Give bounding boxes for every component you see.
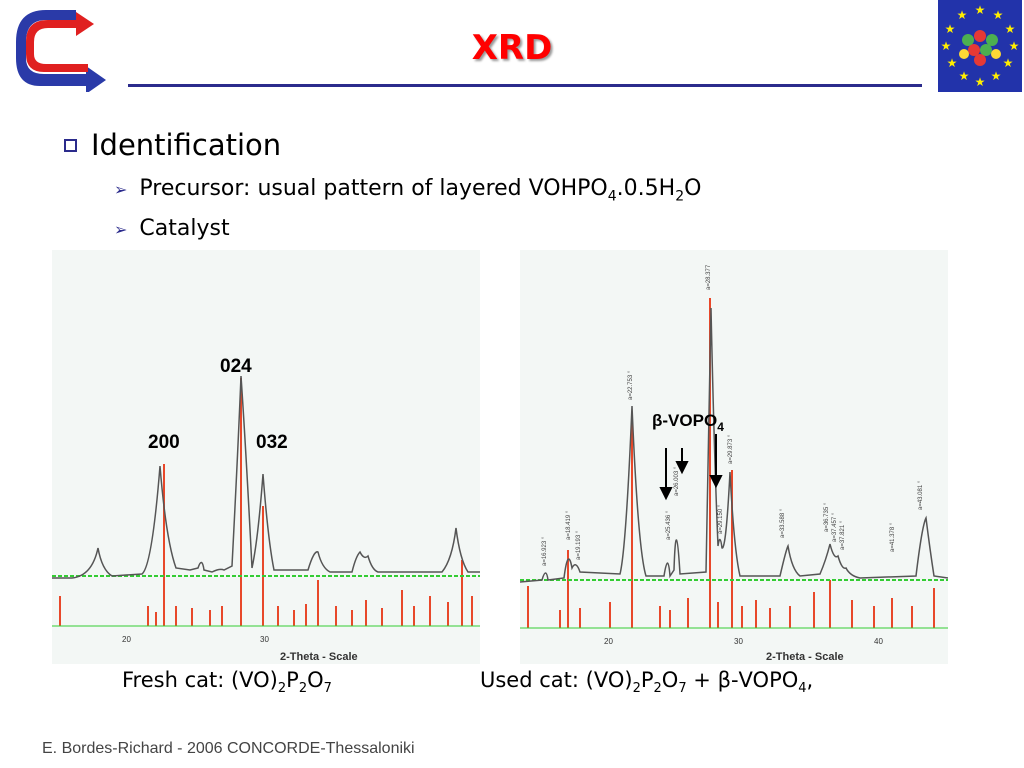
fresh-caption-s3: 7 — [323, 681, 332, 697]
peak-tag: a=29.873 ° — [728, 434, 734, 464]
peak-label-032: 032 — [256, 432, 288, 453]
used-caption: Used cat: (VO)2P2O7 + β-VOPO4, — [480, 668, 813, 696]
fresh-tick-30: 30 — [260, 635, 269, 644]
bullet-precursor: ➢ Precursor: usual pattern of layered VOH… — [114, 176, 701, 204]
used-tick-40: 40 — [874, 637, 883, 646]
bullet-identification-text: Identification — [91, 128, 282, 162]
precursor-sub1: 4 — [607, 188, 617, 205]
peak-tag: a=41.378 ° — [890, 522, 896, 552]
arrow-bullet-icon: ➢ — [114, 220, 128, 239]
svg-text:★: ★ — [959, 69, 970, 83]
used-caption-f: , — [806, 668, 814, 692]
peak-tag: a=29.150 ° — [718, 504, 724, 534]
peak-tag: a=37.457 ° — [832, 512, 838, 542]
used-caption-s1: 2 — [632, 681, 641, 697]
fresh-caption-s1: 2 — [277, 681, 287, 697]
used-caption-d: + — [686, 668, 718, 692]
svg-text:★: ★ — [975, 75, 986, 89]
fresh-xrd-pattern: 20 30 2-Theta - Scale 200 024 032 — [52, 250, 480, 664]
peak-tag: a=37.821 ° — [840, 520, 846, 550]
fresh-tick-20: 20 — [122, 635, 131, 644]
peak-tag: a=19.193 ° — [576, 530, 582, 560]
fresh-axis-title: 2-Theta - Scale — [280, 651, 358, 663]
fresh-caption-b: P — [286, 668, 299, 692]
bullet-catalyst: ➢ Catalyst — [114, 216, 230, 241]
peak-tag: a=26.003 ° — [674, 466, 680, 496]
slide-title: XRD — [471, 28, 553, 68]
peak-tag: a=18.419 ° — [566, 510, 572, 540]
peak-tag: a=36.735 ° — [824, 502, 830, 532]
fresh-caption-a: Fresh cat: (VO) — [122, 668, 278, 692]
vopo4-label: β-VOPO4 — [652, 411, 724, 434]
used-caption-e: -VOPO — [730, 668, 799, 692]
bullet-identification: Identification — [64, 128, 281, 162]
precursor-mid: .0.5H — [616, 176, 676, 201]
footer-credit: E. Bordes-Richard - 2006 CONCORDE-Thessa… — [42, 740, 415, 757]
eu-stars-logo: ★ ★ ★ ★ ★ ★ ★ ★ ★ ★ ★ ★ — [938, 0, 1022, 92]
used-caption-beta: β — [717, 668, 731, 692]
peak-tag: a=22.753 ° — [628, 370, 634, 400]
title-rule — [128, 84, 922, 87]
peak-label-200: 200 — [148, 432, 180, 453]
fresh-caption-s2: 2 — [298, 681, 308, 697]
concorde-arrows-logo — [14, 6, 118, 94]
peak-label-024: 024 — [220, 356, 252, 377]
used-tick-30: 30 — [734, 637, 743, 646]
precursor-end: O — [684, 176, 702, 201]
fresh-caption-c: O — [307, 668, 324, 692]
svg-text:★: ★ — [991, 69, 1002, 83]
catalyst-text: Catalyst — [139, 216, 230, 241]
precursor-text: Precursor: usual pattern of layered VOHP… — [139, 176, 608, 201]
arrow-bullet-icon: ➢ — [114, 180, 128, 199]
fresh-xrd-svg: 20 30 2-Theta - Scale 200 024 032 — [52, 356, 480, 663]
svg-text:★: ★ — [941, 39, 952, 53]
used-caption-s2: 2 — [653, 681, 662, 697]
used-caption-s4: 4 — [798, 681, 807, 697]
svg-text:★: ★ — [945, 22, 956, 36]
used-caption-b: P — [640, 668, 654, 692]
svg-text:★: ★ — [957, 8, 968, 22]
peak-tag: a=25.436 ° — [666, 510, 672, 540]
fresh-caption: Fresh cat: (VO)2P2O7 — [122, 668, 332, 696]
peak-tag: a=16.923 ° — [542, 536, 548, 566]
used-xrd-svg: 20 30 40 2-Theta - Scale a=16.923 ° a=18… — [519, 264, 949, 663]
svg-text:★: ★ — [975, 3, 986, 17]
svg-text:★: ★ — [993, 8, 1004, 22]
square-bullet-icon — [64, 139, 77, 152]
used-axis-title: 2-Theta - Scale — [766, 651, 844, 663]
svg-text:★: ★ — [1003, 56, 1014, 70]
peak-tag: a=33.588 ° — [780, 508, 786, 538]
used-tick-20: 20 — [604, 637, 613, 646]
peak-tag: a=43.081 ° — [918, 480, 924, 510]
used-caption-s3: 7 — [678, 681, 687, 697]
used-xrd-pattern: 20 30 40 2-Theta - Scale a=16.923 ° a=18… — [519, 250, 949, 664]
svg-text:★: ★ — [1005, 22, 1016, 36]
peak-tag: a=28.377 — [706, 264, 712, 290]
svg-text:★: ★ — [947, 56, 958, 70]
used-caption-c: O — [661, 668, 679, 692]
precursor-sub2: 2 — [675, 188, 685, 205]
used-caption-a: Used cat: (VO) — [480, 668, 633, 692]
svg-text:★: ★ — [1009, 39, 1020, 53]
